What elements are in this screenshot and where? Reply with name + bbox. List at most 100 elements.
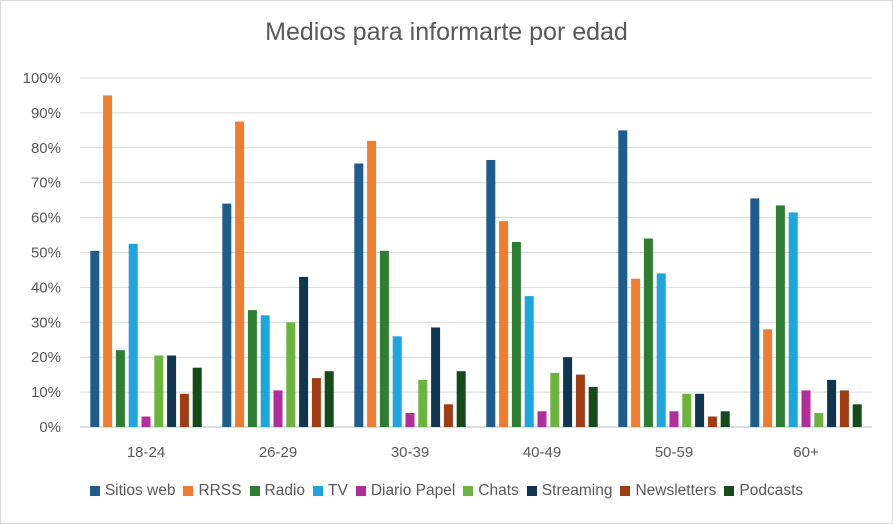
legend-swatch	[526, 486, 537, 496]
bar	[695, 393, 705, 427]
bar	[128, 243, 138, 427]
y-tick-label: 100%	[23, 70, 61, 87]
legend-item: TV	[313, 482, 348, 500]
bar	[192, 367, 202, 427]
bar	[852, 404, 862, 427]
y-tick-label: 60%	[31, 210, 61, 227]
bar	[788, 212, 798, 427]
bar	[575, 374, 585, 427]
bar	[367, 140, 377, 428]
bar	[103, 95, 113, 428]
legend-label: Newsletters	[635, 482, 717, 499]
bar	[222, 203, 232, 427]
bar	[511, 242, 521, 427]
bar	[235, 121, 245, 427]
bar	[379, 250, 389, 427]
legend-item: Radio	[249, 482, 306, 500]
y-tick-label: 50%	[31, 245, 61, 262]
legend-label: TV	[328, 482, 348, 499]
bar	[801, 390, 811, 427]
bar	[669, 411, 679, 427]
legend-item: Streaming	[526, 482, 613, 500]
bar	[167, 355, 177, 427]
x-axis-ticks: 18-24 26-29 30-39 40-49 50-59 60+	[127, 444, 819, 461]
bar	[273, 390, 283, 427]
legend-label: Streaming	[541, 482, 613, 499]
bar	[286, 322, 296, 427]
bar	[324, 371, 334, 427]
bar	[720, 411, 730, 427]
bar	[141, 416, 151, 427]
bar	[354, 163, 364, 427]
x-tick-label: 60+	[793, 444, 819, 461]
bar	[839, 390, 849, 427]
gridlines	[80, 77, 872, 428]
y-axis-ticks: 0% 10% 20% 30% 40% 50% 60% 70% 80% 90% 100%	[23, 70, 61, 436]
bar	[656, 273, 666, 427]
y-tick-label: 70%	[31, 175, 61, 192]
x-tick-label: 40-49	[523, 444, 561, 461]
bar	[827, 379, 837, 427]
bar	[154, 355, 164, 427]
x-tick-label: 30-39	[391, 444, 429, 461]
legend-item: Chats	[463, 482, 519, 500]
bar	[524, 296, 534, 427]
bar	[486, 160, 496, 427]
legend-swatch	[620, 486, 631, 496]
legend-label: Podcasts	[739, 482, 804, 499]
y-tick-label: 90%	[31, 105, 61, 122]
legend-label: Sitios web	[104, 482, 176, 499]
legend-item: Diario Papel	[355, 482, 456, 500]
bar	[643, 238, 653, 427]
bar	[443, 404, 453, 427]
legend-label: Radio	[264, 482, 306, 499]
bar	[775, 205, 785, 427]
bar	[588, 386, 598, 427]
bar	[392, 336, 402, 427]
legend-swatch	[183, 486, 194, 496]
legend-label: Diario Papel	[370, 482, 456, 499]
bar	[563, 357, 573, 427]
y-tick-label: 30%	[31, 314, 61, 331]
bar	[763, 329, 773, 427]
bar	[405, 413, 415, 427]
legend-item: Podcasts	[724, 482, 803, 500]
legend-item: Newsletters	[620, 482, 716, 500]
y-tick-label: 10%	[31, 384, 61, 401]
bar	[631, 278, 641, 427]
legend-item: RRSS	[183, 482, 242, 500]
bar	[431, 327, 441, 427]
bar	[750, 198, 760, 427]
bar	[311, 378, 321, 427]
bar	[260, 315, 270, 427]
legend-item: Sitios web	[89, 482, 176, 500]
legend-swatch	[463, 486, 474, 496]
bar	[456, 371, 466, 427]
bar	[418, 379, 428, 427]
legend-label: Chats	[478, 482, 519, 499]
bar	[707, 416, 717, 427]
y-tick-label: 80%	[31, 140, 61, 157]
legend-swatch	[89, 486, 100, 496]
bar	[537, 411, 547, 427]
bar	[618, 130, 628, 427]
legend-swatch	[249, 486, 260, 496]
legend-swatch	[355, 486, 366, 496]
legend: Sitios web RRSS Radio TV Diario Papel Chats St…	[0, 482, 893, 500]
x-tick-label: 26-29	[259, 444, 297, 461]
legend-swatch	[313, 486, 324, 496]
bar	[115, 350, 125, 427]
bar	[682, 393, 692, 427]
y-tick-label: 0%	[39, 419, 61, 436]
legend-label: RRSS	[198, 482, 242, 499]
bar	[550, 372, 560, 427]
chart-title: Medios para informarte por edad	[265, 18, 628, 46]
bar	[814, 413, 824, 427]
x-tick-label: 50-59	[655, 444, 693, 461]
bar	[247, 310, 257, 427]
legend-swatch	[724, 486, 735, 496]
bar	[499, 221, 509, 427]
x-tick-label: 18-24	[127, 444, 165, 461]
